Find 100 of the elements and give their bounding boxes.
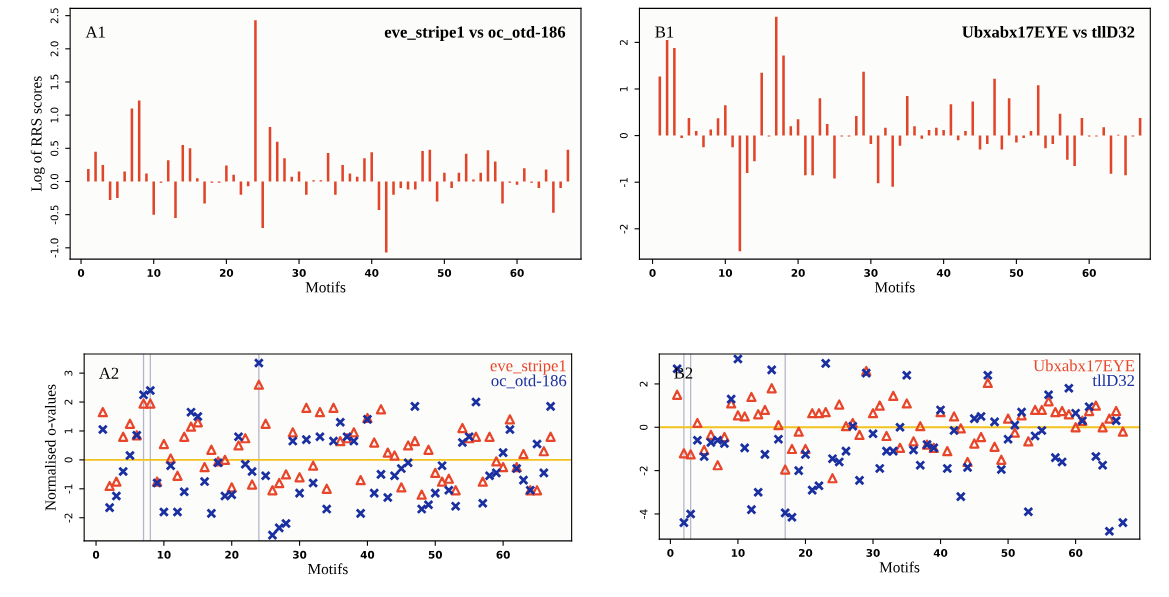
y-tick-label: 0	[64, 457, 73, 463]
bar	[782, 55, 785, 136]
bar	[414, 181, 417, 190]
bar	[964, 130, 967, 136]
annotation: eve_stripe1 vs oc_otd-186	[384, 25, 566, 42]
bar	[986, 135, 989, 144]
y-tick-label: 2.5	[50, 8, 59, 24]
text: eve_stripe1	[490, 360, 566, 375]
bar	[680, 135, 683, 138]
bar	[384, 181, 388, 253]
bar	[1066, 135, 1069, 160]
bar	[971, 101, 975, 136]
bar	[275, 141, 279, 182]
y-tick-label: -2	[639, 466, 648, 476]
bar	[87, 168, 90, 182]
y-tick-label: 2	[619, 40, 628, 45]
bar	[1036, 85, 1040, 136]
bar	[232, 174, 235, 182]
bar	[174, 181, 177, 218]
bar	[123, 171, 126, 182]
y-tick-label: -1.0	[50, 238, 59, 258]
bar	[760, 72, 763, 136]
y-tick-label: 0	[639, 424, 648, 430]
bar	[804, 135, 807, 176]
bar	[913, 126, 916, 136]
x-tick-label: 10	[147, 269, 161, 277]
y-tick-label: -2	[619, 224, 628, 234]
x-tick-label: 60	[1082, 269, 1096, 277]
bar	[1124, 135, 1127, 176]
y-tick-label: 1.5	[50, 74, 59, 90]
bar	[709, 129, 713, 136]
bar	[116, 181, 119, 199]
bar	[1044, 135, 1047, 149]
bar	[421, 150, 424, 182]
y-tick-label: 1	[619, 86, 628, 92]
y-axis-title: Log of RRS scores	[30, 76, 45, 192]
x-tick-label: 60	[496, 550, 510, 559]
y-tick-label: -1	[64, 484, 73, 494]
bar	[283, 158, 286, 182]
bar	[774, 16, 778, 136]
x-tick-label: 0	[649, 269, 656, 277]
bar	[166, 160, 170, 182]
x-tick-label: 50	[428, 550, 443, 559]
x-tick-label: 40	[936, 269, 951, 277]
annotation: A2	[98, 367, 119, 379]
x-tick-label: 10	[731, 549, 745, 557]
bar	[152, 181, 155, 215]
x-tick-label: 30	[293, 550, 307, 559]
annotation: A1	[85, 26, 105, 38]
bar	[334, 181, 337, 195]
bar	[559, 181, 562, 189]
bar	[673, 47, 676, 136]
y-tick-label: 2	[639, 381, 648, 387]
x-tick-label: 10	[157, 550, 171, 559]
x-tick-label: 50	[1001, 549, 1015, 557]
bar	[724, 105, 727, 136]
series-label: oc_otd-186	[491, 374, 567, 389]
bar	[225, 165, 228, 182]
y-tick-label: 0	[619, 132, 628, 139]
x-tick-label: 30	[866, 549, 880, 557]
x-tick-label: 20	[219, 269, 234, 277]
x-axis-title: Motifs	[879, 561, 920, 573]
x-axis-title: Motifs	[874, 281, 915, 293]
bar	[363, 158, 366, 182]
annotation: Ubxabx17EYE vs tllD32	[962, 25, 1135, 38]
y-tick-label: -1	[619, 177, 628, 187]
x-tick-label: 40	[933, 549, 948, 557]
x-axis-title: Motifs	[305, 281, 346, 293]
x-tick-label: 30	[864, 269, 878, 277]
bar	[493, 161, 497, 182]
bar	[450, 181, 453, 189]
bar	[942, 130, 945, 136]
bar	[392, 181, 395, 195]
x-tick-label: 20	[799, 549, 813, 557]
bar	[443, 172, 446, 182]
x-tick-label: 40	[364, 269, 379, 277]
x-tick-label: 0	[667, 549, 674, 557]
series-label: tllD32	[1092, 374, 1135, 387]
bar	[993, 78, 996, 136]
bar	[341, 164, 344, 182]
series-label: Ubxabx17EYE	[1033, 359, 1135, 372]
y-tick-label: -0.5	[50, 205, 59, 225]
y-tick-label: 3	[64, 370, 73, 376]
bar	[305, 181, 308, 195]
bar	[94, 151, 97, 182]
y-tick-label: -4	[639, 509, 648, 519]
x-tick-label: 50	[1009, 269, 1024, 277]
bar	[479, 172, 482, 182]
x-tick-label: 40	[360, 550, 375, 559]
bar	[731, 135, 734, 148]
x-tick-label: 0	[77, 269, 85, 277]
x-tick-label: 60	[510, 269, 524, 277]
y-tick-label: 0.0	[50, 173, 59, 190]
bar	[370, 152, 373, 182]
bar	[261, 181, 264, 228]
bar	[1102, 127, 1105, 136]
bar	[523, 168, 526, 182]
bar	[1015, 135, 1018, 143]
bar	[935, 127, 938, 136]
y-tick-label: 0.5	[50, 140, 59, 156]
